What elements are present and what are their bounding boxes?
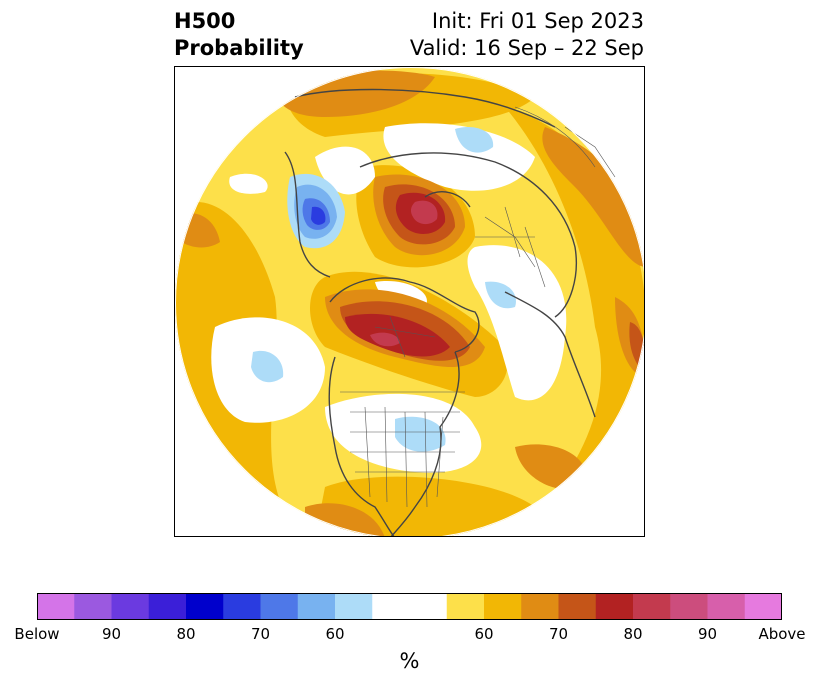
colorbar-segment [409,593,448,620]
fill-deep-blue-alaska [311,206,326,225]
coastline-taymyr [424,191,471,208]
colorbar-segment [148,593,187,620]
colorbar [37,593,782,620]
colorbar-segment [521,593,559,620]
coastline-north [294,88,556,128]
colorbar-tick-labels: Below 90 80 70 60 60 70 80 90 Above [0,625,819,645]
colorbar-segment [446,593,485,620]
map-canvas [175,67,644,536]
title-type: Probability [174,36,304,60]
fill-light-blue-pacific [251,350,284,383]
fill-crimson-siberia [410,200,438,225]
colorbar-segment [670,593,708,620]
fill-red-canada [345,313,450,357]
fill-neutral-northwest [315,146,375,195]
colorbar-segment [260,593,299,620]
colorbar-segment [372,593,410,620]
coastline-east-na [390,351,460,536]
political-borders [340,106,616,508]
colorbar-segment [558,593,597,620]
colorbar-segment [186,593,224,620]
fill-light-blue-conus [395,416,446,452]
colorbar-unit: % [399,649,420,673]
map-title-right: Init: Fri 01 Sep 2023 Valid: 16 Sep – 22… [410,8,644,62]
colorbar-segment [223,593,261,620]
probability-fills [175,67,644,536]
colorbar-tick-label: 70 [250,625,271,643]
colorbar-segment [484,593,522,620]
coastline-eurasia [359,152,577,318]
colorbar-segment [111,593,150,620]
us-state-lines-vertical [364,406,444,508]
eurasian-borders [475,206,546,288]
title-variable: H500 [174,9,236,33]
colorbar-tick-label: 90 [697,625,718,643]
fill-orange-east [542,127,644,267]
fill-crimson-canada [370,332,400,347]
canadian-provinces [374,316,436,358]
colorbar-tick-label: Above [758,625,806,643]
colorbar-tick-label: 80 [623,625,643,643]
colorbar-tick-label: 60 [325,625,345,643]
colorbar-tick-label: 80 [176,625,196,643]
valid-range: Valid: 16 Sep – 22 Sep [409,36,644,60]
coastlines [284,88,596,536]
coastline-west-na [328,356,395,536]
map-disc-edge [175,67,644,536]
colorbar-segment [297,593,336,620]
colorbar-tick-label: 70 [548,625,569,643]
colorbar-segment [74,593,112,620]
colorbar-tick-label: Below [14,625,60,643]
coastline-canada [329,277,480,353]
colorbar-tick-label: 60 [474,625,494,643]
coastline-europe [504,291,596,418]
colorbar-segment [37,593,75,620]
fill-neutral-small [229,173,268,194]
init-date: Init: Fri 01 Sep 2023 [431,9,644,33]
map-title-left: H500 Probability [174,8,304,62]
colorbar-segment [707,593,746,620]
colorbar-segment [595,593,634,620]
fill-neutral-arctic [383,123,535,191]
colorbar-segment [744,593,782,620]
colorbar-segment [633,593,671,620]
coastline-alaska [284,151,331,278]
colorbar-tick-label: 90 [101,625,122,643]
colorbar-border [37,593,782,620]
fill-light-blue-arctic [455,127,494,153]
colorbar-segment [335,593,373,620]
probability-map [174,66,645,537]
fill-light-blue-europe [485,281,516,309]
